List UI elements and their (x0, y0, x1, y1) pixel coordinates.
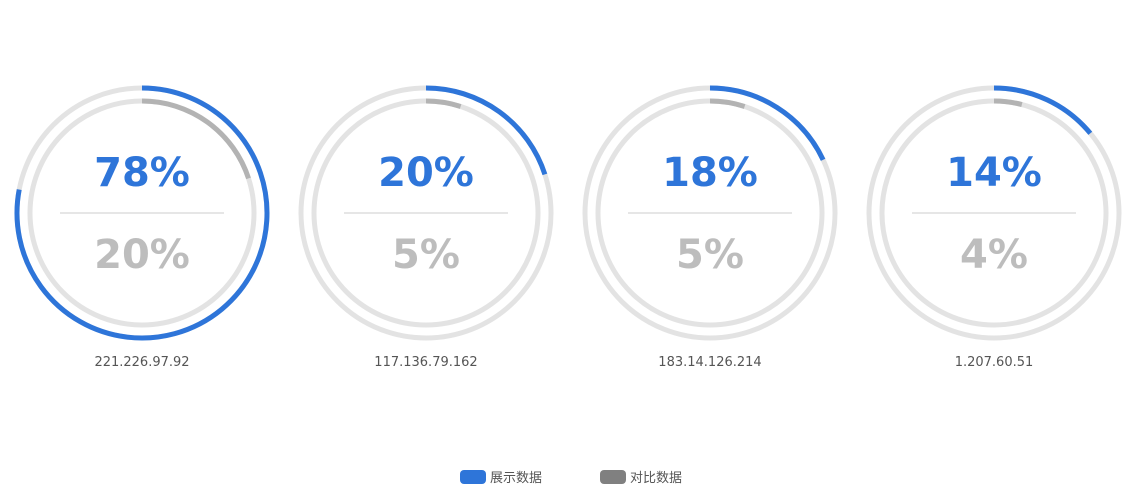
primary-arc (425, 85, 548, 176)
secondary-arc (993, 98, 1023, 107)
primary-value-text: 78% (94, 150, 190, 196)
gauge-4: 14% 4% 1.207.60.51 (866, 85, 1122, 370)
legend-item-primary[interactable]: 展示数据 (459, 467, 542, 486)
primary-value-text: 18% (662, 150, 758, 196)
secondary-arc (709, 98, 746, 109)
primary-arc (709, 85, 826, 161)
legend-swatch-primary (459, 469, 486, 484)
gauge-3: 18% 5% 183.14.126.214 (582, 85, 838, 370)
legend: 展示数据 对比数据 (0, 467, 1142, 486)
primary-arc (14, 85, 270, 341)
gauge-label: 1.207.60.51 (955, 355, 1034, 370)
primary-arc (993, 85, 1093, 135)
gauge-1: 78% 20% 221.226.97.92 (14, 85, 270, 370)
legend-label-secondary: 对比数据 (630, 471, 683, 486)
secondary-value-text: 5% (676, 232, 744, 278)
secondary-arc (425, 98, 462, 109)
gauge-label: 221.226.97.92 (94, 355, 189, 370)
gauge-label: 117.136.79.162 (374, 355, 477, 370)
primary-value-text: 20% (378, 150, 474, 196)
gauge-2: 20% 5% 117.136.79.162 (298, 85, 554, 370)
secondary-value-text: 4% (960, 232, 1028, 278)
secondary-arc (141, 98, 251, 180)
primary-value-text: 14% (946, 150, 1042, 196)
secondary-value-text: 5% (392, 232, 460, 278)
legend-swatch-secondary (600, 469, 626, 484)
legend-label-primary: 展示数据 (489, 471, 542, 486)
gauge-label: 183.14.126.214 (658, 355, 761, 370)
legend-item-secondary[interactable]: 对比数据 (600, 467, 682, 486)
secondary-value-text: 20% (94, 232, 190, 278)
